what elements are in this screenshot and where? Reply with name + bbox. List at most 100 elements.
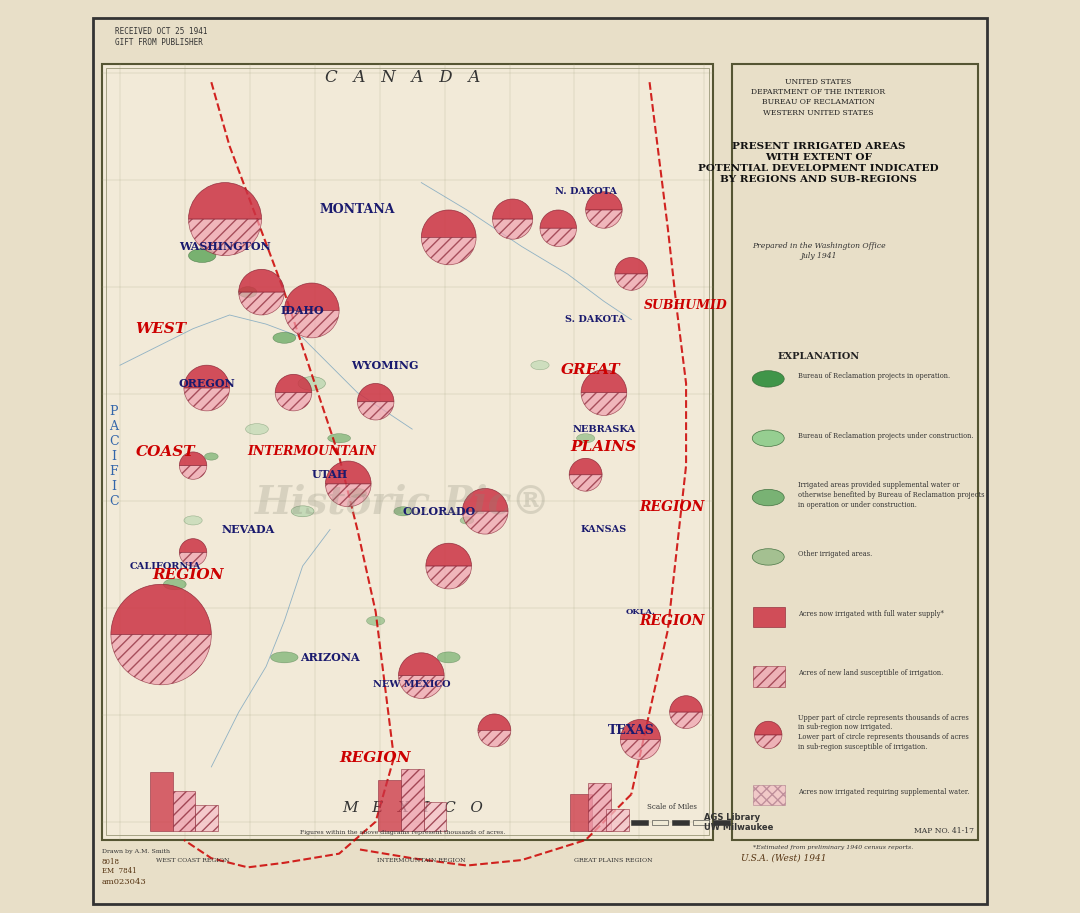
FancyBboxPatch shape <box>195 805 218 831</box>
Ellipse shape <box>753 549 784 565</box>
FancyBboxPatch shape <box>753 607 785 627</box>
Text: CALIFORNIA: CALIFORNIA <box>130 561 201 571</box>
Wedge shape <box>540 228 577 247</box>
Text: Upper part of circle represents thousands of acres
in sub-region now irrigated.
: Upper part of circle represents thousand… <box>798 714 969 750</box>
Text: REGION: REGION <box>340 750 411 765</box>
Wedge shape <box>462 511 508 534</box>
Wedge shape <box>585 210 622 228</box>
Ellipse shape <box>577 434 595 443</box>
Wedge shape <box>239 269 284 292</box>
FancyBboxPatch shape <box>102 64 714 840</box>
Ellipse shape <box>184 516 202 525</box>
Text: REGION: REGION <box>152 568 225 582</box>
Wedge shape <box>325 461 372 484</box>
Text: OKLA.: OKLA. <box>625 608 656 615</box>
Text: COAST: COAST <box>136 445 195 459</box>
FancyBboxPatch shape <box>632 820 648 825</box>
Ellipse shape <box>531 361 549 370</box>
Text: PRESENT IRRIGATED AREAS
WITH EXTENT OF
POTENTIAL DEVELOPMENT INDICATED
BY REGION: PRESENT IRRIGATED AREAS WITH EXTENT OF P… <box>698 142 939 184</box>
Wedge shape <box>670 712 702 729</box>
Wedge shape <box>179 452 206 466</box>
Ellipse shape <box>189 249 216 263</box>
Ellipse shape <box>327 434 351 443</box>
Text: GREAT: GREAT <box>561 362 620 377</box>
Ellipse shape <box>245 424 269 435</box>
FancyBboxPatch shape <box>569 794 593 831</box>
Text: Drawn by A.M. Smith: Drawn by A.M. Smith <box>102 849 170 854</box>
FancyBboxPatch shape <box>652 820 669 825</box>
Text: C   A   N   A   D   A: C A N A D A <box>325 69 481 86</box>
Wedge shape <box>478 730 511 747</box>
Text: SUBHUMID: SUBHUMID <box>644 299 728 312</box>
Text: Historic Pic®: Historic Pic® <box>255 483 551 521</box>
Wedge shape <box>421 237 476 265</box>
FancyBboxPatch shape <box>588 783 611 831</box>
Wedge shape <box>179 466 206 479</box>
Wedge shape <box>325 484 372 507</box>
Text: M   E   X   I   C   O: M E X I C O <box>341 801 483 815</box>
Wedge shape <box>357 383 394 402</box>
Wedge shape <box>426 543 472 566</box>
Wedge shape <box>540 210 577 228</box>
Ellipse shape <box>753 489 784 506</box>
Text: NEW MEXICO: NEW MEXICO <box>374 680 451 689</box>
Text: GREAT PLAINS REGION: GREAT PLAINS REGION <box>573 858 652 863</box>
FancyBboxPatch shape <box>378 780 401 831</box>
Wedge shape <box>615 257 648 274</box>
Wedge shape <box>462 488 508 511</box>
FancyBboxPatch shape <box>606 809 629 831</box>
Wedge shape <box>111 635 212 685</box>
FancyBboxPatch shape <box>693 820 710 825</box>
Text: MAP NO. 41-17: MAP NO. 41-17 <box>914 827 974 835</box>
Text: U.S.A. (West) 1941: U.S.A. (West) 1941 <box>741 854 826 863</box>
Ellipse shape <box>394 507 413 516</box>
Text: *Estimated from preliminary 1940 census reports.: *Estimated from preliminary 1940 census … <box>753 845 913 849</box>
Wedge shape <box>569 458 602 475</box>
Ellipse shape <box>753 430 784 446</box>
FancyBboxPatch shape <box>423 802 446 831</box>
Ellipse shape <box>348 488 366 498</box>
Text: IDAHO: IDAHO <box>281 305 324 316</box>
Wedge shape <box>421 210 476 237</box>
Wedge shape <box>478 714 511 730</box>
Text: AGS Library
UW Milwaukee: AGS Library UW Milwaukee <box>704 813 773 832</box>
Text: REGION: REGION <box>639 499 705 514</box>
Ellipse shape <box>273 332 296 343</box>
Ellipse shape <box>460 517 474 524</box>
Text: Irrigated areas provided supplemental water or
otherwise benefited by Bureau of : Irrigated areas provided supplemental wa… <box>798 481 985 509</box>
Wedge shape <box>179 552 206 566</box>
Text: 8018
EM  7841: 8018 EM 7841 <box>102 858 136 876</box>
Text: RECEIVED OCT 25 1941
GIFT FROM PUBLISHER: RECEIVED OCT 25 1941 GIFT FROM PUBLISHER <box>116 27 208 47</box>
Wedge shape <box>620 719 661 740</box>
Ellipse shape <box>204 453 218 460</box>
Wedge shape <box>239 292 284 315</box>
Text: P
A
C
I
F
I
C: P A C I F I C <box>109 405 119 508</box>
Text: COLORADO: COLORADO <box>403 506 476 517</box>
Wedge shape <box>569 475 602 491</box>
Ellipse shape <box>239 287 257 298</box>
Text: NEVADA: NEVADA <box>221 524 274 535</box>
Wedge shape <box>615 274 648 290</box>
Wedge shape <box>399 653 444 676</box>
Wedge shape <box>284 283 339 310</box>
Wedge shape <box>581 393 626 415</box>
FancyBboxPatch shape <box>753 785 785 805</box>
Text: Acres now irrigated with full water supply*: Acres now irrigated with full water supp… <box>798 610 944 617</box>
Text: WEST: WEST <box>136 321 187 336</box>
Ellipse shape <box>437 652 460 663</box>
Wedge shape <box>189 219 261 256</box>
Wedge shape <box>585 192 622 210</box>
Text: EXPLANATION: EXPLANATION <box>778 352 860 361</box>
Ellipse shape <box>163 579 186 590</box>
Text: KANSAS: KANSAS <box>581 525 627 534</box>
Wedge shape <box>357 402 394 420</box>
FancyBboxPatch shape <box>401 769 423 831</box>
Text: N. DAKOTA: N. DAKOTA <box>555 187 617 196</box>
FancyBboxPatch shape <box>173 791 195 831</box>
Wedge shape <box>275 393 312 411</box>
Text: Acres now irrigated requiring supplemental water.: Acres now irrigated requiring supplement… <box>798 788 970 795</box>
Text: Bureau of Reclamation projects in operation.: Bureau of Reclamation projects in operat… <box>798 373 950 380</box>
Text: am023043: am023043 <box>102 877 147 886</box>
Text: MONTANA: MONTANA <box>320 204 395 216</box>
Text: INTERMOUNTAIN REGION: INTERMOUNTAIN REGION <box>377 858 465 863</box>
